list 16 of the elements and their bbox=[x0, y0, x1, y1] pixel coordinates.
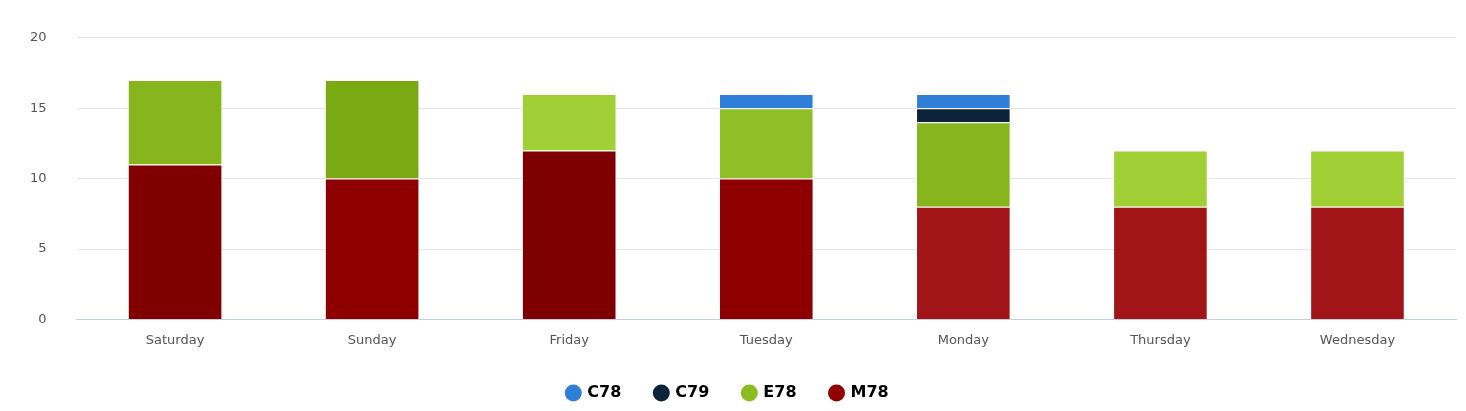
legend-label: M78 bbox=[850, 382, 889, 402]
x-tick-label: Tuesday bbox=[738, 331, 794, 347]
x-tick-label: Sunday bbox=[347, 331, 397, 347]
x-tick-label: Thursday bbox=[1129, 331, 1191, 347]
y-tick-label: 5 bbox=[38, 240, 47, 256]
y-tick-label: 0 bbox=[38, 310, 47, 326]
legend-label: E78 bbox=[763, 382, 797, 402]
legend-label: C78 bbox=[587, 382, 622, 402]
x-tick-label: Friday bbox=[549, 331, 590, 347]
y-tick-label: 15 bbox=[30, 99, 47, 115]
x-tick-label: Wednesday bbox=[1319, 331, 1396, 347]
x-tick-label: Monday bbox=[937, 331, 990, 347]
x-tick-label: Saturday bbox=[145, 331, 205, 347]
legend-label: C79 bbox=[675, 382, 710, 402]
y-tick-label: 10 bbox=[30, 169, 47, 185]
y-tick-label: 20 bbox=[30, 29, 47, 45]
